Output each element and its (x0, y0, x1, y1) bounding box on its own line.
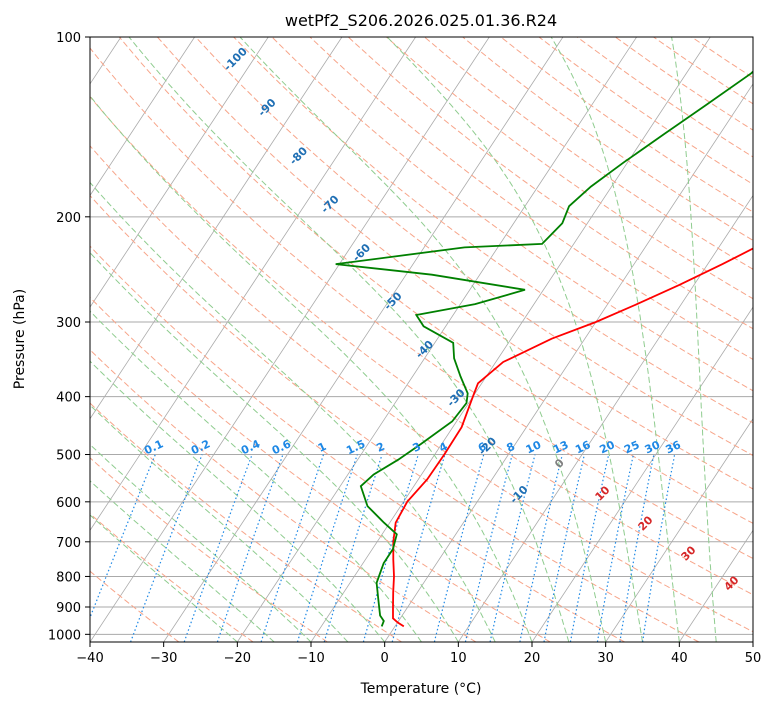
moist-adiabat-line (90, 480, 275, 642)
mixing-ratio-label: 16 (573, 438, 593, 456)
mixing-ratio-line (519, 454, 563, 642)
chart-title: wetPf2_S206.2026.025.01.36.R24 (285, 11, 557, 31)
x-axis-label: Temperature (°C) (360, 681, 482, 697)
plot-frame (89, 36, 754, 643)
x-tick-label: −30 (150, 651, 177, 666)
moist-adiabat-line (128, 37, 570, 642)
x-tick-label: 20 (524, 651, 541, 666)
mixing-ratio-line (391, 454, 446, 642)
isotherm-line (310, 37, 711, 642)
x-tick-label: −40 (76, 651, 103, 666)
isotherm-line (90, 37, 343, 420)
isotherm-line (90, 37, 195, 197)
x-tick-label: −10 (297, 651, 324, 666)
mixing-ratio-line (216, 454, 284, 642)
y-tick-label: 500 (56, 449, 81, 464)
mixing-ratio-line (130, 454, 203, 642)
dry-adiabat-line (386, 37, 753, 300)
x-tick-label: 10 (450, 651, 467, 666)
isotherm-line (90, 37, 269, 308)
dry-adiabat-line (90, 570, 180, 642)
dry-adiabat-line (90, 194, 700, 642)
sounding-profiles (335, 70, 753, 628)
moist-adiabat-line (90, 514, 238, 642)
y-tick-label: 300 (56, 316, 81, 331)
isotherm-line (163, 37, 564, 642)
moist-adiabat-line (90, 251, 459, 642)
moist-adiabat-line (90, 360, 386, 642)
isotherm-line (457, 194, 753, 642)
y-tick-label: 900 (56, 601, 81, 616)
y-axis-ticks: 100 200 300 400 500 600 700 800 900 1000 (48, 31, 90, 643)
mixing-ratio-label: 10 (524, 438, 544, 456)
moist-adiabat-line (90, 443, 312, 642)
mixing-ratio-line (569, 454, 610, 642)
y-tick-label: 600 (56, 496, 81, 511)
moist-adiabat-line (90, 404, 349, 642)
y-tick-label: 200 (56, 211, 81, 226)
moist-adiabat-line (90, 310, 422, 642)
mixing-ratio-label: 36 (663, 438, 683, 456)
dry-adiabat-line (309, 37, 753, 360)
mixing-ratio-line (296, 454, 358, 642)
y-tick-label: 700 (56, 536, 81, 551)
x-axis-ticks: −40 −30 −20 −10 0 10 20 30 40 50 (76, 642, 761, 666)
mixing-ratio-line (260, 454, 325, 642)
dry-adiabat-line (90, 457, 328, 642)
isotherm-line (384, 83, 753, 642)
isotherm-line (90, 37, 416, 532)
mixing-ratio-label: 13 (551, 438, 570, 456)
mixing-ratio-label: 30 (643, 438, 663, 456)
mixing-ratio-line (489, 454, 536, 642)
mixing-ratio-line (362, 454, 419, 642)
isotherm-line (531, 306, 753, 642)
y-tick-label: 400 (56, 391, 81, 406)
dry-adiabat-line (90, 47, 753, 560)
dry-adiabat-line (195, 37, 753, 457)
x-tick-label: 40 (671, 651, 688, 666)
moist-adiabat-line (90, 181, 496, 642)
y-tick-label: 1000 (48, 628, 81, 643)
mixing-ratio-lines (90, 454, 676, 642)
moist-adiabat-line (386, 37, 643, 642)
dry-adiabat-line (233, 37, 753, 424)
mixing-ratio-line (543, 454, 585, 642)
isotherm-line (236, 37, 637, 642)
dry-adiabat-line (118, 37, 753, 524)
temperature-profile-line (392, 247, 753, 628)
mixing-ratio-line (90, 454, 156, 620)
x-tick-label: 0 (381, 651, 389, 666)
isotherm-line (90, 37, 490, 642)
y-tick-label: 800 (56, 570, 81, 585)
isotherm-line (678, 529, 753, 642)
mixing-ratio-label: 20 (598, 438, 618, 456)
x-tick-label: −20 (224, 651, 251, 666)
dry-adiabat-line (90, 296, 551, 642)
isotherm-line (605, 418, 753, 642)
background-lines (90, 37, 753, 642)
mixing-ratio-label: 25 (622, 438, 641, 456)
mixing-ratio-line (183, 454, 253, 642)
dry-adiabat-line (90, 95, 753, 596)
x-tick-label: 30 (597, 651, 614, 666)
y-axis-label: Pressure (hPa) (12, 289, 28, 389)
moist-adiabat-line (90, 95, 533, 642)
dry-adiabat-line (90, 145, 753, 633)
moist-adiabat-line (550, 37, 680, 642)
dewpoint-profile-line (335, 70, 753, 627)
mixing-ratio-line (323, 454, 383, 642)
y-tick-label: 100 (56, 31, 81, 46)
x-tick-label: 50 (745, 651, 762, 666)
moist-adiabat-line (671, 37, 717, 642)
dry-adiabat-line (90, 245, 625, 642)
